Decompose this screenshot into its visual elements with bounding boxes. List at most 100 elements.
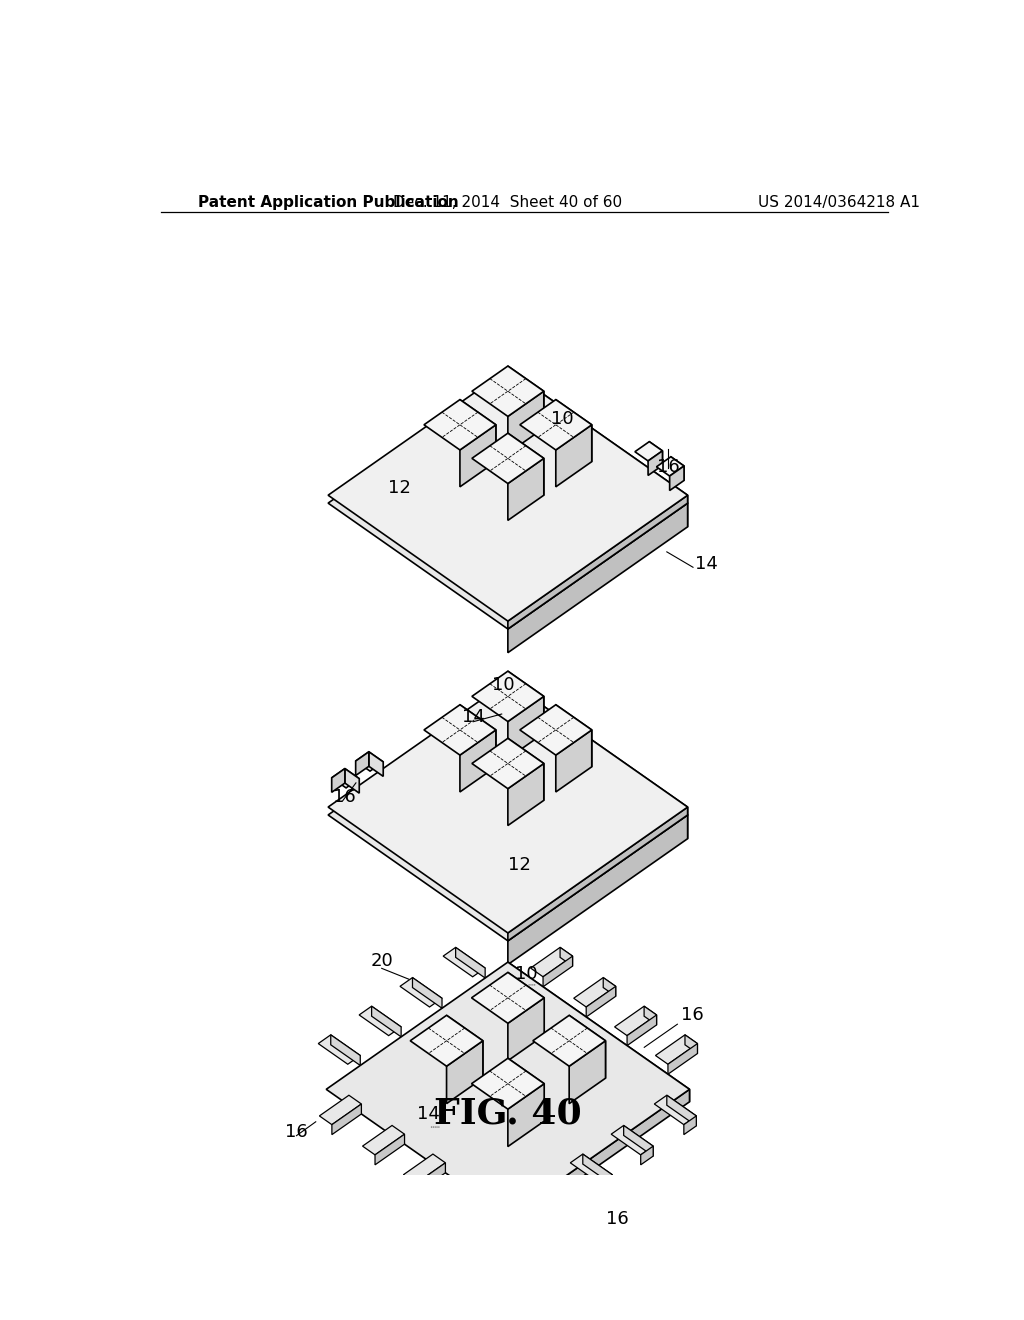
Polygon shape <box>600 1175 612 1193</box>
Polygon shape <box>460 730 496 792</box>
Polygon shape <box>586 986 615 1016</box>
Polygon shape <box>446 1040 483 1104</box>
Polygon shape <box>644 1006 656 1024</box>
Polygon shape <box>667 1096 696 1126</box>
Polygon shape <box>569 1015 605 1078</box>
Polygon shape <box>372 1006 401 1036</box>
Polygon shape <box>444 1183 486 1212</box>
Polygon shape <box>369 752 383 776</box>
Text: 14: 14 <box>695 554 718 573</box>
Polygon shape <box>684 1115 696 1135</box>
Polygon shape <box>424 705 496 755</box>
Polygon shape <box>583 1154 612 1185</box>
Polygon shape <box>318 1035 360 1064</box>
Polygon shape <box>603 978 615 997</box>
Polygon shape <box>332 1104 361 1135</box>
Polygon shape <box>460 705 496 767</box>
Text: 14: 14 <box>462 708 484 726</box>
Polygon shape <box>569 1040 605 1104</box>
Polygon shape <box>472 433 544 483</box>
Polygon shape <box>508 391 544 453</box>
Polygon shape <box>685 1035 697 1053</box>
Text: 16: 16 <box>285 1123 307 1142</box>
Polygon shape <box>446 1015 483 1078</box>
Text: 20: 20 <box>370 952 393 970</box>
Polygon shape <box>508 1084 544 1147</box>
Polygon shape <box>319 1096 361 1125</box>
Text: 16: 16 <box>606 1210 629 1229</box>
Polygon shape <box>508 998 544 1061</box>
Polygon shape <box>359 1006 401 1036</box>
Polygon shape <box>327 962 689 1217</box>
Polygon shape <box>641 1146 653 1164</box>
Polygon shape <box>560 948 572 966</box>
Text: Dec. 11, 2014  Sheet 40 of 60: Dec. 11, 2014 Sheet 40 of 60 <box>393 195 623 210</box>
Polygon shape <box>556 705 592 767</box>
Polygon shape <box>530 948 572 977</box>
Polygon shape <box>443 948 485 977</box>
Polygon shape <box>670 466 684 491</box>
Polygon shape <box>328 370 688 622</box>
Polygon shape <box>345 768 359 793</box>
Polygon shape <box>556 730 592 792</box>
Polygon shape <box>508 807 688 941</box>
Polygon shape <box>529 1183 571 1212</box>
Polygon shape <box>508 378 688 527</box>
Text: FIG. 40: FIG. 40 <box>434 1096 582 1130</box>
Polygon shape <box>656 457 684 477</box>
Text: US 2014/0364218 A1: US 2014/0364218 A1 <box>758 195 920 210</box>
Text: 16: 16 <box>681 1006 703 1024</box>
Polygon shape <box>520 705 592 755</box>
Polygon shape <box>648 451 663 475</box>
Polygon shape <box>508 671 544 733</box>
Polygon shape <box>508 1059 544 1121</box>
Polygon shape <box>671 457 684 480</box>
Polygon shape <box>508 738 544 800</box>
Text: 16: 16 <box>333 788 355 807</box>
Polygon shape <box>573 978 615 1007</box>
Text: 12: 12 <box>388 479 411 498</box>
Polygon shape <box>328 681 688 933</box>
Polygon shape <box>460 425 496 487</box>
Polygon shape <box>508 681 688 814</box>
Polygon shape <box>456 948 485 978</box>
Polygon shape <box>508 763 544 825</box>
Text: Patent Application Publication: Patent Application Publication <box>199 195 459 210</box>
Text: 12: 12 <box>508 855 530 874</box>
Polygon shape <box>411 1015 483 1067</box>
Polygon shape <box>508 814 688 965</box>
Polygon shape <box>654 1096 696 1125</box>
Polygon shape <box>472 671 544 722</box>
Polygon shape <box>332 768 359 788</box>
Polygon shape <box>668 1044 697 1074</box>
Polygon shape <box>520 400 592 450</box>
Polygon shape <box>543 956 572 987</box>
Polygon shape <box>460 400 496 462</box>
Polygon shape <box>559 1204 571 1222</box>
Polygon shape <box>556 400 592 462</box>
Polygon shape <box>472 738 544 788</box>
Text: 10: 10 <box>551 409 573 428</box>
Polygon shape <box>413 978 442 1008</box>
Polygon shape <box>649 442 663 466</box>
Polygon shape <box>542 1183 571 1213</box>
Polygon shape <box>332 768 345 792</box>
Text: 10: 10 <box>493 676 515 694</box>
Polygon shape <box>416 1163 445 1193</box>
Polygon shape <box>328 689 688 941</box>
Polygon shape <box>614 1006 656 1036</box>
Polygon shape <box>570 1154 612 1184</box>
Polygon shape <box>508 370 688 503</box>
Polygon shape <box>508 697 544 759</box>
Polygon shape <box>508 433 544 495</box>
Polygon shape <box>362 1126 404 1155</box>
Polygon shape <box>471 973 544 1023</box>
Polygon shape <box>508 973 544 1035</box>
Polygon shape <box>508 366 544 428</box>
Polygon shape <box>556 425 592 487</box>
Polygon shape <box>403 1154 445 1184</box>
Polygon shape <box>355 752 369 776</box>
Polygon shape <box>375 1134 404 1164</box>
Polygon shape <box>355 752 383 771</box>
Polygon shape <box>611 1126 653 1155</box>
